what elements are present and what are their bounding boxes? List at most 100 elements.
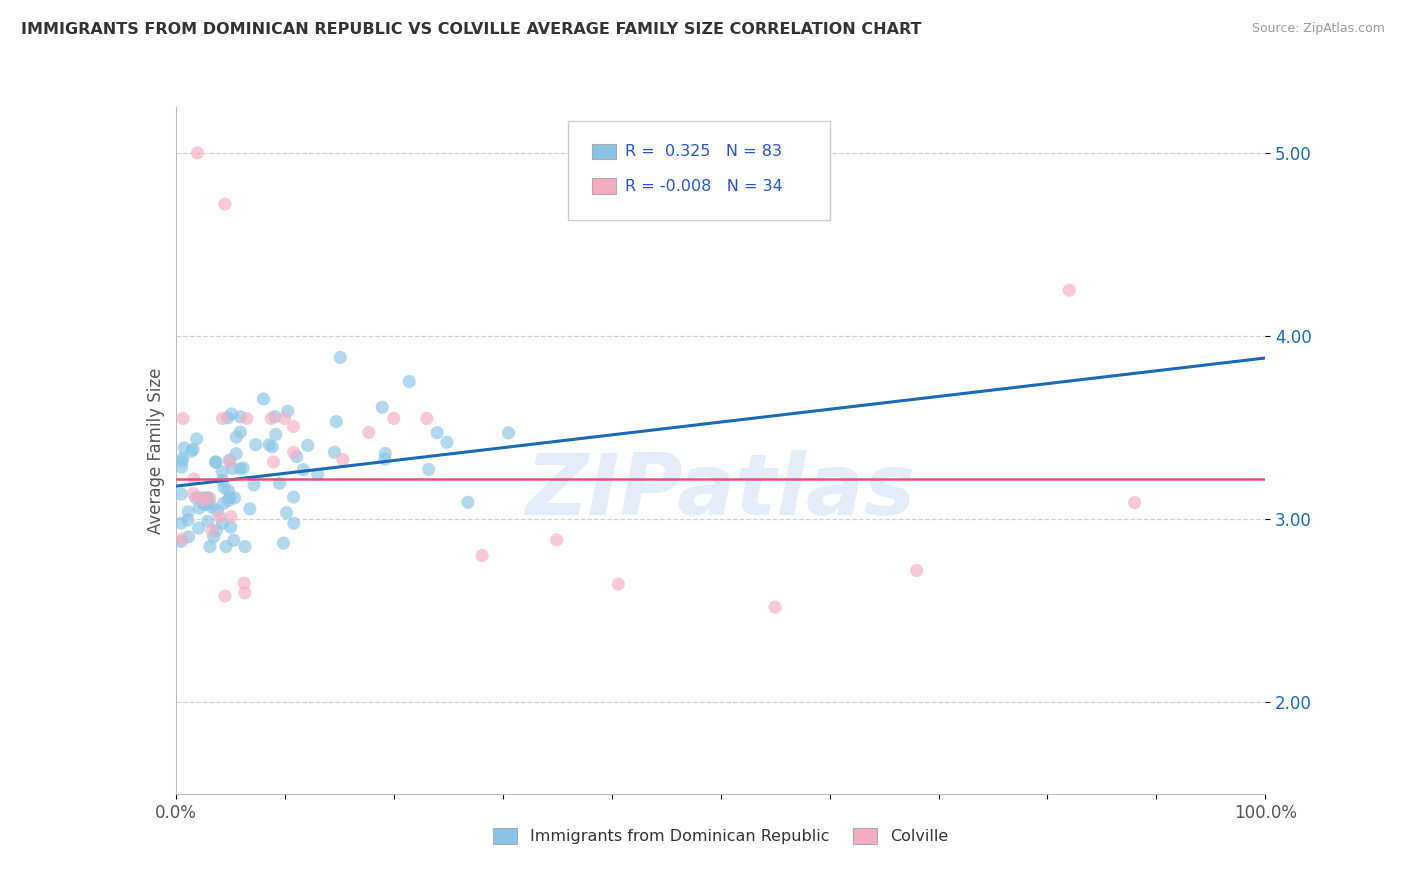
Immigrants from Dominican Republic (172, 454, 194, 468)
Immigrants from Dominican Republic (211, 465, 233, 479)
Colville (283, 419, 305, 434)
Immigrants from Dominican Republic (285, 450, 308, 464)
Legend: Immigrants from Dominican Republic, Colville: Immigrants from Dominican Republic, Colv… (494, 828, 948, 844)
Immigrants from Dominican Republic (498, 425, 520, 440)
Immigrants from Dominican Republic (269, 476, 291, 491)
Immigrants from Dominican Republic (239, 501, 262, 516)
Immigrants from Dominican Republic (262, 440, 284, 454)
Colville (211, 411, 233, 425)
Colville (273, 411, 295, 425)
Immigrants from Dominican Republic (229, 462, 252, 476)
Immigrants from Dominican Republic (194, 498, 217, 512)
Colville (905, 563, 928, 577)
Immigrants from Dominican Republic (329, 351, 352, 365)
Colville (214, 197, 236, 211)
Immigrants from Dominican Republic (197, 491, 219, 506)
Immigrants from Dominican Republic (457, 495, 479, 509)
Immigrants from Dominican Republic (436, 435, 458, 450)
Immigrants from Dominican Republic (264, 427, 287, 442)
Immigrants from Dominican Republic (217, 483, 239, 498)
Immigrants from Dominican Republic (225, 430, 247, 444)
Colville (183, 486, 205, 500)
Immigrants from Dominican Republic (204, 455, 226, 469)
Immigrants from Dominican Republic (323, 445, 346, 459)
Immigrants from Dominican Republic (187, 521, 209, 535)
Immigrants from Dominican Republic (195, 491, 218, 505)
Immigrants from Dominican Republic (180, 444, 202, 458)
Immigrants from Dominican Republic (181, 442, 204, 457)
Colville (607, 577, 630, 591)
Immigrants from Dominican Republic (221, 407, 243, 421)
Immigrants from Dominican Republic (215, 540, 238, 554)
Colville (416, 411, 439, 425)
Colville (236, 411, 259, 425)
Immigrants from Dominican Republic (426, 425, 449, 440)
Immigrants from Dominican Republic (177, 505, 200, 519)
Immigrants from Dominican Republic (221, 461, 243, 475)
Immigrants from Dominican Republic (184, 491, 207, 505)
Immigrants from Dominican Republic (283, 490, 305, 504)
Immigrants from Dominican Republic (177, 530, 200, 544)
Immigrants from Dominican Republic (198, 540, 221, 554)
Colville (233, 576, 256, 591)
Immigrants from Dominican Republic (197, 514, 219, 528)
Colville (208, 509, 231, 524)
Text: ZIPatlas: ZIPatlas (526, 450, 915, 533)
Immigrants from Dominican Republic (197, 496, 219, 510)
Colville (219, 509, 242, 524)
Colville (1123, 495, 1146, 509)
Immigrants from Dominican Republic (233, 540, 256, 554)
Immigrants from Dominican Republic (219, 520, 242, 534)
Colville (357, 425, 380, 440)
Colville (260, 411, 283, 425)
Immigrants from Dominican Republic (374, 446, 396, 460)
Immigrants from Dominican Republic (325, 415, 347, 429)
Colville (283, 445, 305, 459)
Immigrants from Dominican Republic (193, 497, 215, 511)
Immigrants from Dominican Republic (186, 432, 208, 446)
Colville (186, 145, 209, 160)
Immigrants from Dominican Republic (201, 500, 224, 515)
Immigrants from Dominican Republic (283, 516, 305, 531)
Text: R =  0.325   N = 83: R = 0.325 N = 83 (624, 145, 782, 159)
Immigrants from Dominican Republic (245, 438, 267, 452)
Colville (263, 455, 285, 469)
Immigrants from Dominican Republic (188, 501, 211, 516)
Immigrants from Dominican Republic (211, 516, 233, 531)
Immigrants from Dominican Republic (170, 534, 193, 549)
Immigrants from Dominican Republic (170, 516, 193, 531)
Text: R = -0.008   N = 34: R = -0.008 N = 34 (624, 178, 782, 194)
Colville (193, 492, 215, 507)
Immigrants from Dominican Republic (297, 438, 319, 452)
Immigrants from Dominican Republic (202, 530, 225, 544)
Colville (201, 523, 224, 537)
Text: IMMIGRANTS FROM DOMINICAN REPUBLIC VS COLVILLE AVERAGE FAMILY SIZE CORRELATION C: IMMIGRANTS FROM DOMINICAN REPUBLIC VS CO… (21, 22, 921, 37)
Immigrants from Dominican Republic (243, 478, 266, 492)
Immigrants from Dominican Republic (222, 533, 245, 548)
Immigrants from Dominican Republic (224, 491, 246, 505)
Colville (471, 549, 494, 563)
Immigrants from Dominican Republic (212, 481, 235, 495)
Immigrants from Dominican Republic (257, 438, 280, 452)
Immigrants from Dominican Republic (263, 409, 285, 424)
Immigrants from Dominican Republic (229, 409, 252, 424)
FancyBboxPatch shape (592, 178, 616, 194)
Immigrants from Dominican Republic (292, 463, 315, 477)
Immigrants from Dominican Republic (398, 375, 420, 389)
Immigrants from Dominican Republic (229, 425, 252, 439)
Colville (233, 586, 256, 600)
Immigrants from Dominican Republic (307, 467, 329, 482)
Immigrants from Dominican Republic (217, 410, 239, 425)
Colville (763, 600, 786, 615)
Colville (332, 452, 354, 467)
Immigrants from Dominican Republic (205, 455, 228, 469)
Immigrants from Dominican Republic (374, 452, 396, 467)
Immigrants from Dominican Republic (217, 493, 239, 508)
Immigrants from Dominican Republic (205, 524, 228, 538)
Immigrants from Dominican Republic (276, 506, 298, 520)
Colville (1059, 283, 1081, 297)
Immigrants from Dominican Republic (277, 404, 299, 418)
FancyBboxPatch shape (568, 120, 830, 220)
Colville (219, 455, 242, 469)
Immigrants from Dominican Republic (212, 496, 235, 510)
